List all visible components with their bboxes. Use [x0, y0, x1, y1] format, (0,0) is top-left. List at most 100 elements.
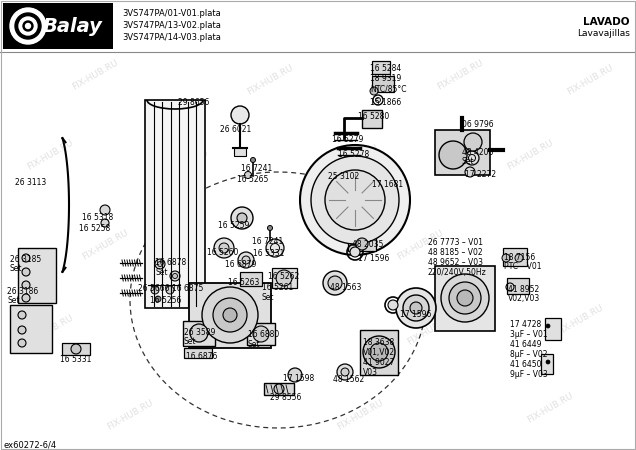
Text: 3μF – V01: 3μF – V01: [510, 330, 548, 339]
Circle shape: [10, 8, 46, 44]
Text: 26 3185: 26 3185: [10, 255, 41, 264]
Circle shape: [22, 294, 30, 302]
Text: V01,V02: V01,V02: [363, 348, 395, 357]
Text: Set: Set: [7, 296, 20, 305]
Circle shape: [166, 286, 174, 294]
Text: 48 4206: 48 4206: [462, 148, 494, 157]
Circle shape: [439, 141, 467, 169]
Bar: [507, 278, 529, 294]
Text: 48 9652 – V03: 48 9652 – V03: [428, 258, 483, 267]
Circle shape: [238, 252, 254, 268]
Text: FIX-HUB.RU: FIX-HUB.RU: [335, 398, 385, 432]
Text: 16 5284: 16 5284: [370, 64, 401, 73]
Circle shape: [328, 276, 342, 290]
Text: 48 1563: 48 1563: [330, 283, 361, 292]
Circle shape: [546, 360, 550, 364]
Circle shape: [22, 281, 30, 289]
Circle shape: [213, 298, 247, 332]
Circle shape: [276, 270, 292, 286]
Bar: [272, 268, 297, 288]
Circle shape: [502, 254, 510, 262]
Text: Set: Set: [10, 264, 22, 273]
Circle shape: [15, 13, 41, 39]
Text: 17 4728: 17 4728: [510, 320, 541, 329]
Text: 48 8185 – V02: 48 8185 – V02: [428, 248, 483, 257]
Text: 26 6021: 26 6021: [220, 125, 251, 134]
Bar: [189, 283, 271, 348]
Text: FIX-HUB.RU: FIX-HUB.RU: [405, 313, 455, 347]
Text: FIX-HUB.RU: FIX-HUB.RU: [80, 228, 130, 262]
Text: 25 3102: 25 3102: [328, 172, 359, 181]
Bar: [240, 272, 262, 286]
Circle shape: [311, 156, 399, 244]
Text: 16 5259: 16 5259: [218, 221, 249, 230]
Text: 8μF – V02: 8μF – V02: [510, 350, 548, 359]
Text: FIX-HUB.RU: FIX-HUB.RU: [186, 318, 235, 352]
Text: 26 3589: 26 3589: [184, 328, 216, 337]
Circle shape: [341, 368, 349, 376]
Circle shape: [396, 288, 436, 328]
Circle shape: [172, 274, 177, 279]
Bar: [264, 383, 294, 395]
Circle shape: [18, 339, 26, 347]
Text: 26 5666: 26 5666: [138, 284, 170, 293]
Circle shape: [370, 87, 378, 95]
Text: 3VS747PA/01-V01.plata: 3VS747PA/01-V01.plata: [122, 9, 221, 18]
Circle shape: [100, 205, 110, 215]
Circle shape: [242, 256, 250, 264]
Circle shape: [325, 170, 385, 230]
Text: 16 5262: 16 5262: [268, 272, 300, 281]
Text: 17 1596: 17 1596: [358, 254, 389, 263]
Text: ex60272-6/4: ex60272-6/4: [4, 441, 57, 450]
Circle shape: [449, 282, 481, 314]
Text: Set: Set: [262, 293, 275, 302]
Circle shape: [151, 286, 159, 294]
Circle shape: [274, 384, 284, 394]
Bar: [18, 248, 56, 303]
Text: 16 5331: 16 5331: [253, 249, 284, 258]
Text: 16 6875: 16 6875: [172, 284, 204, 293]
Bar: [184, 348, 212, 358]
Circle shape: [323, 271, 347, 295]
Text: Set: Set: [462, 157, 474, 166]
Text: 26 7773 – V01: 26 7773 – V01: [428, 238, 483, 247]
Bar: [362, 110, 382, 128]
Circle shape: [71, 344, 81, 354]
Bar: [372, 61, 390, 74]
Text: Set: Set: [155, 268, 167, 277]
Text: 15 1866: 15 1866: [370, 98, 401, 107]
Circle shape: [300, 145, 410, 255]
Text: FIX-HUB.RU: FIX-HUB.RU: [71, 58, 120, 92]
Bar: [545, 318, 561, 340]
Bar: [348, 237, 376, 251]
Text: FIX-HUB.RU: FIX-HUB.RU: [555, 303, 605, 337]
Text: 3VS747PA/14-V03.plata: 3VS747PA/14-V03.plata: [122, 33, 221, 42]
Circle shape: [158, 261, 163, 266]
Circle shape: [388, 300, 398, 310]
Text: FIX-HUB.RU: FIX-HUB.RU: [245, 63, 294, 97]
Text: Lavavajillas: Lavavajillas: [577, 30, 630, 39]
Circle shape: [22, 254, 30, 262]
Bar: [62, 343, 90, 355]
Text: 16 5258: 16 5258: [79, 224, 110, 233]
Text: 18 3638: 18 3638: [363, 338, 394, 347]
Circle shape: [190, 324, 208, 342]
Text: 26 3186: 26 3186: [7, 287, 38, 296]
Text: 16 5280: 16 5280: [358, 112, 389, 121]
Bar: [234, 148, 246, 156]
Text: 16 6876: 16 6876: [186, 352, 218, 361]
Text: FIX-HUB.RU: FIX-HUB.RU: [506, 138, 555, 172]
Text: LAVADO: LAVADO: [583, 17, 630, 27]
Bar: [372, 76, 394, 92]
Circle shape: [465, 151, 479, 165]
Circle shape: [266, 239, 284, 257]
Text: FIX-HUB.RU: FIX-HUB.RU: [106, 398, 155, 432]
Text: 17 1598: 17 1598: [283, 374, 314, 383]
Circle shape: [457, 290, 473, 306]
Text: 41 6450: 41 6450: [510, 360, 541, 369]
Circle shape: [219, 243, 229, 253]
Circle shape: [410, 302, 422, 314]
Text: FIX-HUB.RU: FIX-HUB.RU: [160, 148, 210, 182]
Text: V02,V03: V02,V03: [508, 294, 540, 303]
Circle shape: [214, 238, 234, 258]
